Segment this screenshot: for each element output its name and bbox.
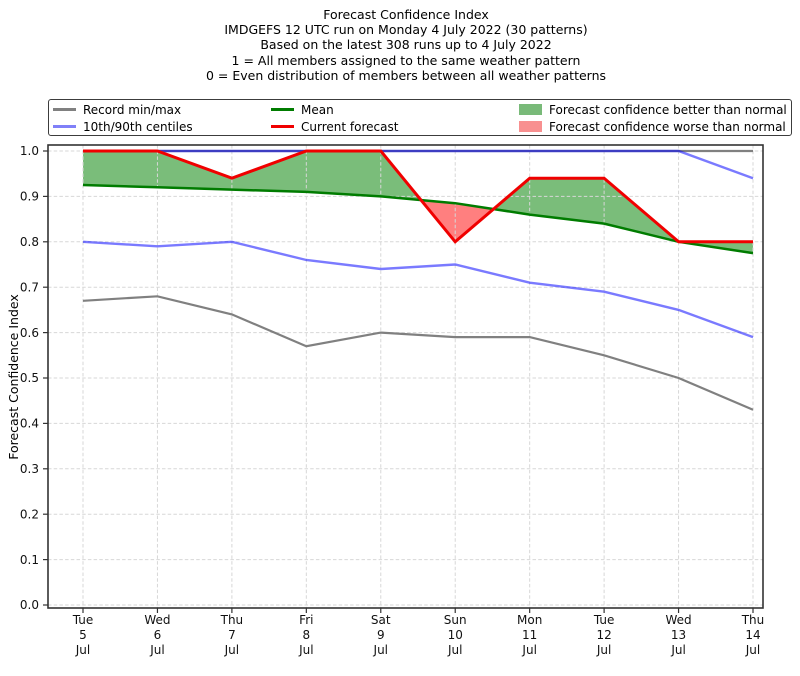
series-record-min-line [82,295,754,411]
legend: Record min/max 10th/90th centiles Mean C… [48,99,792,136]
x-tick-label: Thu [741,613,765,627]
y-tick-label: 0.9 [20,190,39,204]
legend-column-3: Forecast confidence better than normal F… [519,101,787,135]
x-tick-label: Jul [521,643,536,657]
better-fill-swatch [519,104,542,115]
legend-label-worse: Forecast confidence worse than normal [549,119,786,134]
mean-line-swatch [271,108,294,111]
x-tick-label: Tue [72,613,94,627]
chart-subtitle-runs: Based on the latest 308 runs up to 4 Jul… [260,37,552,53]
legend-label-mean: Mean [301,102,334,117]
chart-subtitle-scale-1: 1 = All members assigned to the same wea… [231,52,581,68]
x-tick-label: Jul [373,643,388,657]
y-tick-label: 0.7 [20,280,39,294]
legend-label-better: Forecast confidence better than normal [549,102,787,117]
fill-better-than-normal [83,151,421,201]
fill-worse-than-normal [421,200,494,242]
x-tick-label: Jul [670,643,685,657]
legend-item-record-minmax: Record min/max [53,101,193,118]
x-tick-label: Jul [596,643,611,657]
y-tick-label: 0.0 [20,598,39,612]
x-tick-label: Jul [745,643,760,657]
legend-item-better: Forecast confidence better than normal [519,101,787,118]
x-tick-label: 6 [154,628,162,642]
x-tick-label: Mon [517,613,542,627]
y-tick-label: 1.0 [20,144,39,158]
chart-subtitle-run: IMDGEFS 12 UTC run on Monday 4 July 2022… [224,22,588,38]
legend-label-current: Current forecast [301,119,399,134]
record-minmax-line-swatch [53,108,76,111]
plot-border [47,144,764,609]
x-tick-label: 7 [228,628,236,642]
current-forecast-line-swatch [271,125,294,128]
x-tick-label: 11 [522,628,537,642]
worse-fill-swatch [519,121,542,132]
series-current-line [83,149,753,244]
x-tick-label: 14 [745,628,760,642]
centiles-line-swatch [53,125,76,128]
y-tick-label: 0.5 [20,371,39,385]
legend-label-record-minmax: Record min/max [83,102,182,117]
x-tick-label: Jul [447,643,462,657]
y-tick-label: 0.6 [20,326,39,340]
chart-title: Forecast Confidence Index [323,7,489,22]
y-tick-label: 0.2 [20,507,39,521]
x-tick-label: Thu [220,613,244,627]
y-tick-label: 0.4 [20,417,39,431]
x-tick-label: Jul [75,643,90,657]
legend-item-worse: Forecast confidence worse than normal [519,118,787,135]
series-p90-line [83,149,754,180]
legend-column-1: Record min/max 10th/90th centiles [53,101,193,135]
gridlines [48,145,763,608]
x-tick-label: 12 [596,628,611,642]
legend-label-centiles: 10th/90th centiles [83,119,193,134]
confidence-fills [83,151,753,254]
legend-item-current: Current forecast [271,118,398,135]
x-tick-label: Sat [371,613,391,627]
x-tick-label: Jul [149,643,164,657]
chart-title-block: Forecast Confidence Index IMDGEFS 12 UTC… [6,7,800,83]
axis-tick-labels: 0.00.10.20.30.40.50.60.70.80.91.0Tue5Jul… [20,144,764,657]
series-mean-line [82,183,754,255]
x-tick-label: 10 [448,628,463,642]
x-tick-label: Fri [299,613,313,627]
legend-item-centiles: 10th/90th centiles [53,118,193,135]
y-tick-label: 0.8 [20,235,39,249]
axis-ticks [43,150,754,613]
x-tick-label: Wed [144,613,170,627]
x-tick-label: Wed [665,613,691,627]
x-tick-label: Tue [593,613,615,627]
x-tick-label: 5 [79,628,87,642]
x-tick-label: Jul [298,643,313,657]
y-tick-label: 0.3 [20,462,39,476]
legend-column-2: Mean Current forecast [271,101,398,135]
legend-item-mean: Mean [271,101,398,118]
series-p10-line [82,240,754,339]
x-tick-label: 8 [303,628,311,642]
fill-better-than-normal [493,178,753,254]
y-tick-label: 0.1 [20,553,39,567]
x-tick-label: Jul [224,643,239,657]
x-tick-label: 13 [671,628,686,642]
chart-subtitle-scale-0: 0 = Even distribution of members between… [205,67,607,83]
x-tick-label: Sun [444,613,467,627]
x-tick-label: 9 [377,628,385,642]
